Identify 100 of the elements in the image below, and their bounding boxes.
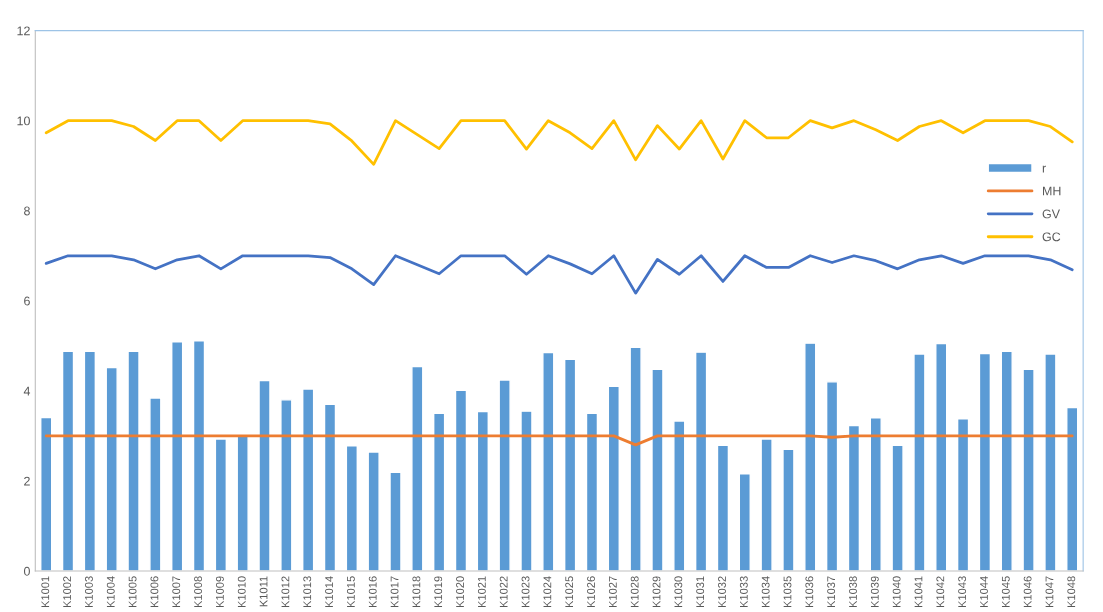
x-tick-label: K1004 xyxy=(106,576,115,608)
x-tick-label: K1029 xyxy=(652,576,661,608)
legend-label: r xyxy=(1042,165,1046,173)
x-tick-label: K1032 xyxy=(718,576,726,608)
legend-label: GC xyxy=(1042,232,1061,242)
y-tick-label: 6 xyxy=(24,296,30,306)
x-tick-label: K1002 xyxy=(63,576,72,608)
x-tick-label: K1026 xyxy=(587,576,595,608)
x-tick-label: K1036 xyxy=(805,576,814,608)
x-tick-label: K1020 xyxy=(456,576,464,608)
x-tick-label: K1044 xyxy=(980,576,988,608)
x-tick-label: K1038 xyxy=(849,576,857,608)
bar xyxy=(280,399,293,571)
bar xyxy=(127,350,140,571)
bar xyxy=(389,471,402,571)
bar xyxy=(716,444,730,571)
x-tick-label: K1045 xyxy=(1001,576,1010,608)
y-tick-label: 10 xyxy=(17,116,30,126)
x-tick-label: K1034 xyxy=(761,576,770,608)
x-tick-label: K1028 xyxy=(630,576,639,608)
bar xyxy=(869,417,882,571)
x-tick-label: K1005 xyxy=(128,576,137,608)
bar xyxy=(1000,350,1013,571)
bar xyxy=(454,389,468,571)
bar xyxy=(258,379,271,571)
x-tick-label: K1021 xyxy=(477,576,486,608)
bar xyxy=(694,351,708,571)
y-tick-label: 2 xyxy=(24,476,30,486)
bar xyxy=(1066,406,1079,571)
x-tick-label: K1035 xyxy=(783,576,792,608)
legend-label: MH xyxy=(1043,186,1061,196)
x-tick-label: K1007 xyxy=(172,576,181,608)
bar xyxy=(83,350,97,571)
x-tick-label: K1017 xyxy=(390,576,399,608)
bar xyxy=(498,379,511,571)
x-tick-label: K1025 xyxy=(565,576,574,608)
x-tick-label: K1048 xyxy=(1067,576,1076,608)
x-tick-label: K1016 xyxy=(368,576,377,608)
x-tick-label: K1039 xyxy=(870,576,879,608)
x-tick-label: K1015 xyxy=(346,576,355,608)
bar xyxy=(476,410,489,571)
bar xyxy=(411,365,424,571)
x-tick-label: K1047 xyxy=(1045,576,1054,608)
bar xyxy=(236,434,249,571)
x-tick-label: K1018 xyxy=(412,576,421,608)
line-series xyxy=(44,119,1074,166)
bar xyxy=(651,368,664,571)
bar xyxy=(520,410,533,571)
bar xyxy=(760,438,773,571)
bar xyxy=(629,346,642,571)
y-tick-label: 4 xyxy=(23,386,31,396)
x-tick-label: K1008 xyxy=(194,576,203,608)
x-tick-label: K1033 xyxy=(739,576,748,608)
bar xyxy=(149,397,162,571)
x-tick-label: K1013 xyxy=(303,576,312,608)
bar xyxy=(323,403,337,571)
bar xyxy=(607,385,620,571)
x-tick-label: K1019 xyxy=(434,576,443,608)
x-tick-label: K1006 xyxy=(150,576,159,608)
bar xyxy=(782,448,795,571)
y-tick-label: 0 xyxy=(23,566,30,576)
bar xyxy=(433,412,446,571)
x-tick-label: K1042 xyxy=(936,576,945,608)
x-tick-label: K1012 xyxy=(281,576,290,608)
x-tick-label: K1040 xyxy=(892,576,901,608)
bar xyxy=(542,351,555,571)
x-tick-label: K1037 xyxy=(827,576,836,608)
bar xyxy=(40,416,53,571)
bar xyxy=(585,412,599,571)
bar xyxy=(738,473,751,571)
bar xyxy=(956,418,970,571)
y-tick-label: 8 xyxy=(24,206,30,216)
x-tick-label: K1011 xyxy=(259,576,268,607)
bar xyxy=(192,340,206,571)
bar xyxy=(563,358,577,571)
bar xyxy=(935,342,948,571)
legend-label: GV xyxy=(1042,209,1060,219)
bar xyxy=(891,444,904,571)
x-tick-label: K1030 xyxy=(674,576,683,608)
x-tick-label: K1027 xyxy=(608,576,617,608)
x-tick-label: K1010 xyxy=(237,576,246,608)
bar xyxy=(847,424,861,571)
bar xyxy=(1022,368,1035,571)
bar xyxy=(825,381,839,571)
x-tick-label: K1024 xyxy=(543,576,552,608)
line-series xyxy=(44,254,1074,295)
x-tick-label: K1043 xyxy=(958,576,967,608)
y-tick-label: 12 xyxy=(17,26,30,36)
x-tick-label: K1009 xyxy=(215,576,224,608)
bar xyxy=(673,420,686,571)
bar xyxy=(367,451,380,571)
bar xyxy=(61,350,75,571)
x-tick-label: K1001 xyxy=(41,576,50,608)
x-tick-label: K1023 xyxy=(521,576,530,608)
bar xyxy=(1044,353,1057,571)
bar xyxy=(214,438,228,571)
x-tick-label: K1003 xyxy=(84,576,93,608)
x-tick-label: K1046 xyxy=(1023,576,1032,608)
bar xyxy=(302,388,315,571)
bar xyxy=(345,445,358,571)
